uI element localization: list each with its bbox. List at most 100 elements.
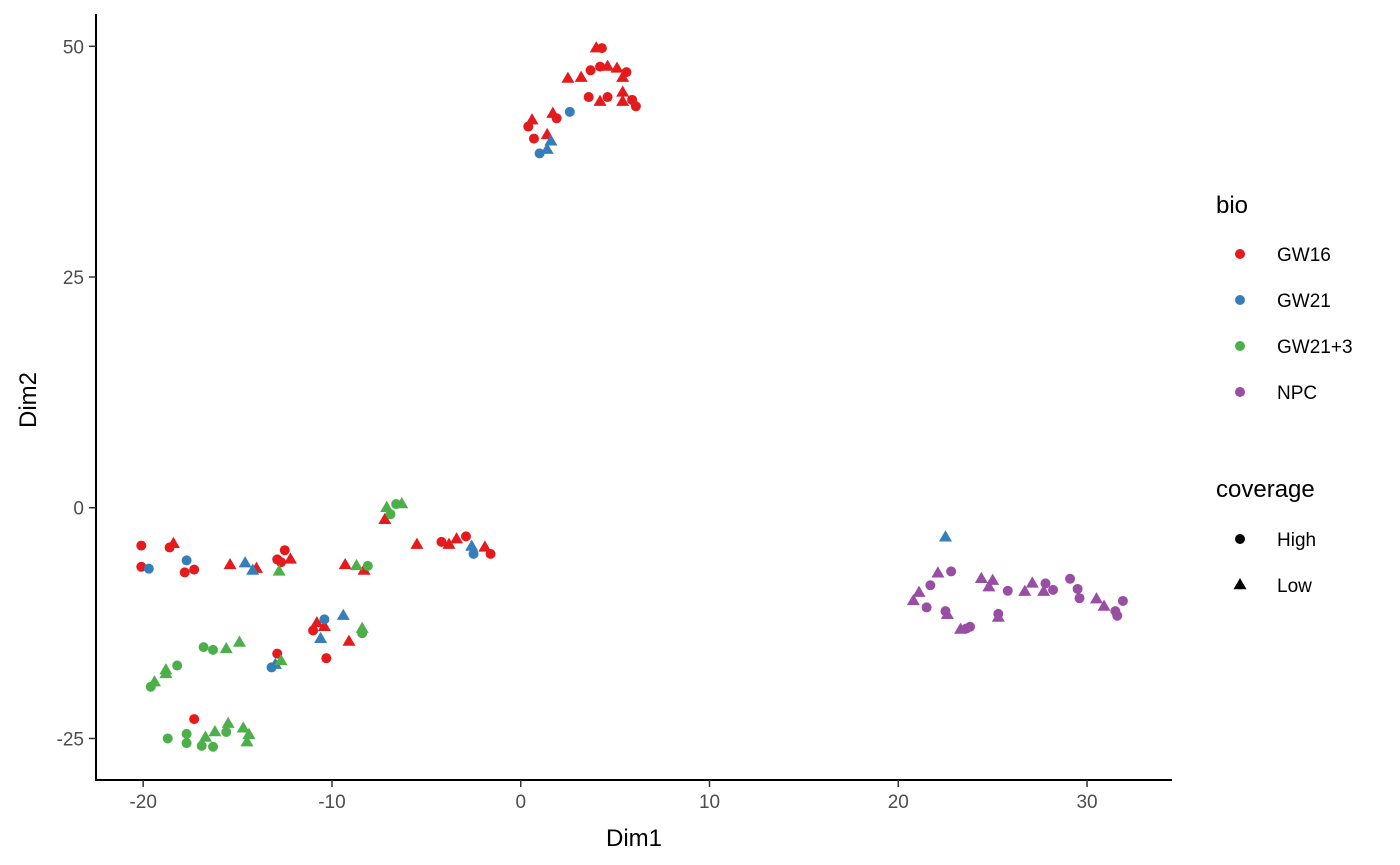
data-point <box>221 727 232 738</box>
data-point <box>1089 592 1104 604</box>
data-point <box>198 730 212 742</box>
data-point <box>925 580 936 591</box>
data-point <box>148 675 162 687</box>
x-tick-label: 20 <box>888 792 909 813</box>
data-point <box>616 85 630 97</box>
data-point <box>240 735 254 747</box>
data-point <box>601 59 615 71</box>
data-point <box>574 70 588 82</box>
data-point <box>1002 585 1013 596</box>
data-point <box>1025 576 1039 588</box>
legend-label: High <box>1277 530 1316 551</box>
data-point <box>208 644 219 655</box>
data-point <box>940 607 954 620</box>
data-point <box>317 619 331 631</box>
data-point <box>442 537 456 549</box>
data-point <box>585 65 596 76</box>
data-point <box>162 733 173 744</box>
legend-label: GW16 <box>1277 245 1331 266</box>
data-point <box>336 608 350 620</box>
data-point <box>189 564 200 575</box>
data-point <box>583 92 594 103</box>
data-point <box>616 94 630 106</box>
data-point <box>525 113 539 125</box>
data-point <box>136 540 147 551</box>
data-point <box>275 557 286 568</box>
data-point <box>1018 584 1032 596</box>
data-point <box>616 70 630 82</box>
data-point <box>314 631 328 643</box>
data-point <box>395 497 409 509</box>
data-point <box>208 725 222 737</box>
data-point <box>946 566 957 577</box>
x-tick-label: 0 <box>515 792 526 813</box>
data-point <box>208 741 219 752</box>
data-point <box>1037 584 1051 596</box>
data-point <box>1074 593 1085 604</box>
data-point <box>319 614 330 625</box>
data-point <box>1072 583 1083 594</box>
legend-key-npc <box>1235 387 1245 397</box>
data-point <box>460 531 471 542</box>
data-point <box>272 564 286 576</box>
data-point <box>242 727 256 739</box>
data-point <box>378 512 392 524</box>
x-tick-label: -10 <box>318 792 345 813</box>
data-point <box>274 653 288 666</box>
data-point <box>630 101 641 112</box>
data-point <box>198 642 209 653</box>
data-point <box>196 740 207 751</box>
data-point <box>993 608 1004 619</box>
data-point <box>465 539 479 551</box>
data-point <box>478 540 492 552</box>
data-point <box>540 142 554 154</box>
data-point <box>544 134 558 146</box>
data-point <box>410 537 424 549</box>
points-layer <box>136 41 1128 752</box>
data-point <box>593 94 607 106</box>
data-point <box>982 580 996 592</box>
y-tick-label: 0 <box>73 499 84 520</box>
data-point <box>232 635 246 647</box>
data-point <box>1065 573 1076 584</box>
data-point <box>172 660 183 671</box>
legend-title-coverage: coverage <box>1216 476 1315 503</box>
legend-key-high <box>1235 534 1245 544</box>
x-tick-label: 30 <box>1076 792 1097 813</box>
data-point <box>485 548 496 559</box>
data-point <box>159 663 173 675</box>
data-point <box>596 43 607 54</box>
data-point <box>179 567 190 578</box>
data-point <box>921 602 932 613</box>
data-point <box>986 573 1000 585</box>
data-point <box>357 628 368 639</box>
data-point <box>1048 584 1059 595</box>
data-point <box>602 92 613 103</box>
data-point <box>136 561 147 572</box>
data-point <box>610 61 624 73</box>
data-point <box>564 106 575 117</box>
data-point <box>189 714 200 725</box>
data-point <box>906 593 920 606</box>
data-point <box>561 71 575 83</box>
data-point <box>272 648 283 659</box>
data-point <box>221 716 235 728</box>
data-point <box>283 552 297 564</box>
data-point <box>385 509 396 520</box>
data-point <box>912 585 926 597</box>
legend-key-gw21 <box>1235 295 1245 305</box>
data-point <box>1117 595 1128 606</box>
legend-label: GW21+3 <box>1277 337 1353 358</box>
data-point <box>1097 599 1111 611</box>
data-point <box>551 113 562 124</box>
legend: bio GW16 GW21 GW21+3 NPC coverage High Low <box>1216 192 1353 597</box>
data-point <box>279 545 290 556</box>
x-tick-label: -20 <box>129 792 156 813</box>
y-tick-label: -25 <box>57 729 84 750</box>
data-point <box>450 532 464 544</box>
data-point <box>238 556 252 568</box>
data-point <box>621 67 632 78</box>
data-point <box>181 728 192 739</box>
data-point <box>349 558 364 571</box>
